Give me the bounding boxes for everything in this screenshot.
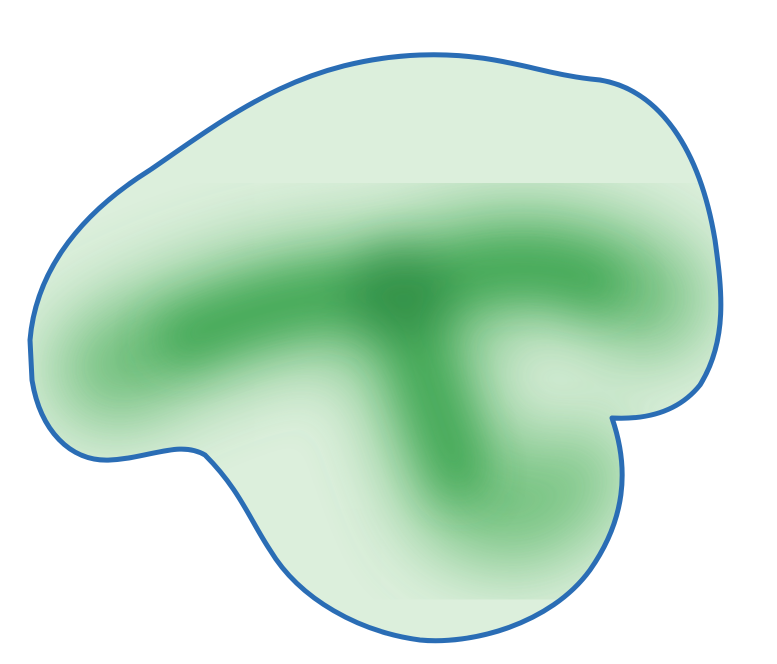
shape-figure xyxy=(0,0,777,664)
figure-canvas xyxy=(0,0,777,664)
